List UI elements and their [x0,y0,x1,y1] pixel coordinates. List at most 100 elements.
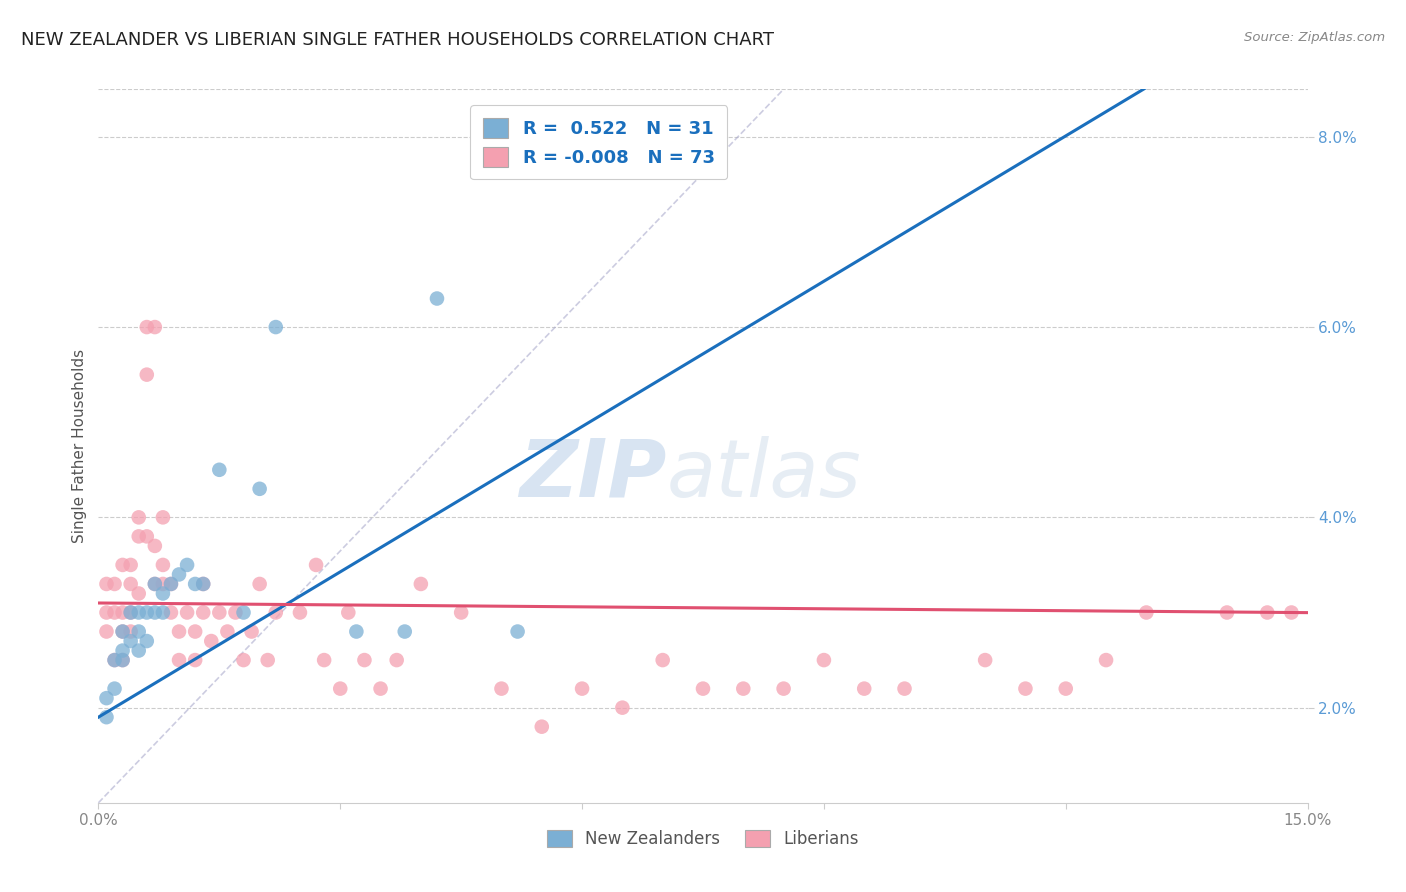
Point [344,624,367,639]
Point [103,606,125,620]
Point [394,624,416,639]
Point [160,606,183,620]
Point [224,606,246,620]
Point [96,577,118,591]
Point [143,539,166,553]
Text: NEW ZEALANDER VS LIBERIAN SINGLE FATHER HOUSEHOLDS CORRELATION CHART: NEW ZEALANDER VS LIBERIAN SINGLE FATHER … [21,31,775,49]
Point [120,558,142,572]
Point [152,558,174,572]
Point [193,606,215,620]
Point [264,606,287,620]
Point [385,653,408,667]
Point [208,463,231,477]
Point [103,577,125,591]
Point [208,606,231,620]
Point [111,653,134,667]
Point [111,558,134,572]
Point [111,624,134,639]
Point [152,586,174,600]
Point [184,577,207,591]
Point [530,720,553,734]
Point [184,653,207,667]
Point [135,529,157,543]
Point [305,558,328,572]
Point [184,624,207,639]
Point [152,606,174,620]
Point [128,586,150,600]
Point [160,577,183,591]
Point [120,624,142,639]
Text: atlas: atlas [666,435,862,514]
Point [96,691,118,706]
Point [1256,606,1278,620]
Point [96,606,118,620]
Point [200,634,222,648]
Y-axis label: Single Father Households: Single Father Households [72,349,87,543]
Point [692,681,714,696]
Point [120,606,142,620]
Point [249,577,271,591]
Legend: New Zealanders, Liberians: New Zealanders, Liberians [540,823,866,855]
Point [135,320,157,334]
Point [128,606,150,620]
Point [143,606,166,620]
Point [128,643,150,657]
Point [1135,606,1157,620]
Point [135,368,157,382]
Point [167,653,190,667]
Point [143,577,166,591]
Point [120,577,142,591]
Point [120,634,142,648]
Point [193,577,215,591]
Point [143,577,166,591]
Text: ZIP: ZIP [519,435,666,514]
Point [143,320,166,334]
Point [160,577,183,591]
Point [128,510,150,524]
Point [612,700,634,714]
Point [152,510,174,524]
Point [813,653,835,667]
Point [193,577,215,591]
Point [426,292,449,306]
Point [111,653,134,667]
Point [167,567,190,582]
Point [571,681,593,696]
Point [651,653,673,667]
Point [103,653,125,667]
Point [232,606,254,620]
Point [176,558,198,572]
Point [772,681,794,696]
Point [353,653,375,667]
Point [329,681,352,696]
Point [135,606,157,620]
Point [491,681,513,696]
Point [176,606,198,620]
Point [1216,606,1239,620]
Point [249,482,271,496]
Point [370,681,392,696]
Point [232,653,254,667]
Point [506,624,529,639]
Point [409,577,432,591]
Point [152,577,174,591]
Point [96,624,118,639]
Text: Source: ZipAtlas.com: Source: ZipAtlas.com [1244,31,1385,45]
Point [217,624,239,639]
Point [103,653,125,667]
Point [314,653,336,667]
Point [1281,606,1303,620]
Point [240,624,263,639]
Point [96,710,118,724]
Point [450,606,472,620]
Point [111,606,134,620]
Point [167,624,190,639]
Point [103,681,125,696]
Point [1014,681,1036,696]
Point [893,681,915,696]
Point [1095,653,1118,667]
Point [128,624,150,639]
Point [1054,681,1077,696]
Point [111,643,134,657]
Point [256,653,278,667]
